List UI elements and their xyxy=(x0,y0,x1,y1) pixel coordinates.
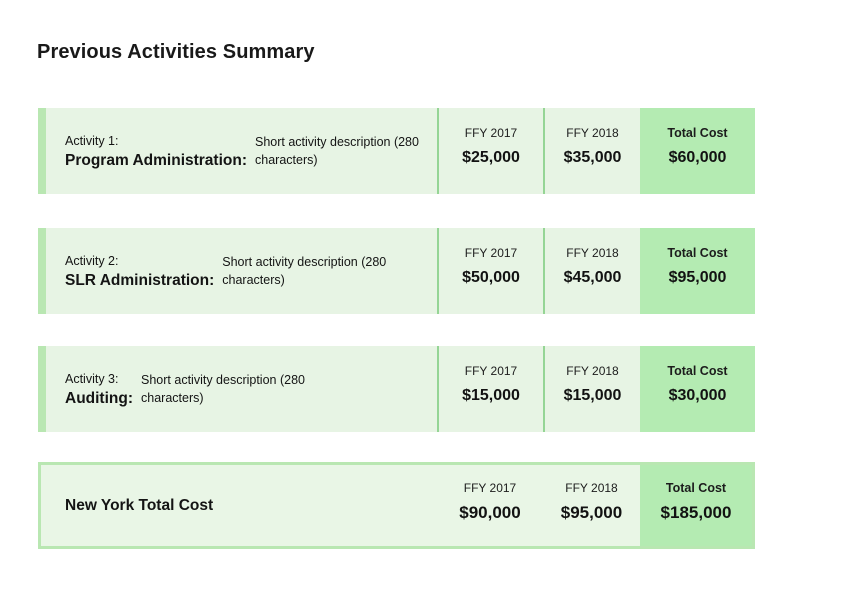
activity-description: Short activity description (280 characte… xyxy=(141,373,305,405)
state-total-summary-card: New York Total Cost FFY 2017 $90,000 FFY… xyxy=(38,462,755,549)
summary-label-cell: New York Total Cost xyxy=(41,465,437,546)
activity-info-cell: Activity 1: Program Administration: Shor… xyxy=(46,108,437,194)
ffy-2017-cell: FFY 2017 $50,000 xyxy=(437,228,543,314)
card-accent-bar xyxy=(38,346,46,432)
state-total-label: New York Total Cost xyxy=(65,496,214,514)
total-cost-value: $95,000 xyxy=(668,269,727,286)
ffy-2017-value: $15,000 xyxy=(462,387,520,404)
total-cost-value: $30,000 xyxy=(668,387,727,404)
total-cost-header: Total Cost xyxy=(667,364,728,378)
ffy-2018-cell: FFY 2018 $15,000 xyxy=(543,346,640,432)
activity-cards-list: Activity 1: Program Administration: Shor… xyxy=(38,108,755,549)
ffy-2018-header: FFY 2018 xyxy=(565,480,618,495)
total-cost-cell: Total Cost $60,000 xyxy=(640,108,755,194)
page-title: Previous Activities Summary xyxy=(37,41,315,64)
ffy-2018-total-value: $95,000 xyxy=(560,502,623,522)
ffy-2017-total-value: $90,000 xyxy=(459,502,521,522)
total-cost-cell: Total Cost $95,000 xyxy=(640,228,755,314)
ffy-2018-value: $45,000 xyxy=(563,269,622,286)
total-cost-header: Total Cost xyxy=(665,480,727,495)
ffy-2017-cell: FFY 2017 $90,000 xyxy=(437,465,543,546)
total-cost-cell: Total Cost $30,000 xyxy=(640,346,755,432)
total-cost-header: Total Cost xyxy=(667,246,728,260)
ffy-2018-cell: FFY 2018 $35,000 xyxy=(543,108,640,194)
total-cost-value: $60,000 xyxy=(668,149,727,166)
activity-labels: Activity 1: Program Administration: xyxy=(65,132,247,171)
ffy-2018-header: FFY 2018 xyxy=(566,246,619,260)
ffy-2018-cell: FFY 2018 $45,000 xyxy=(543,228,640,314)
activity-name: Auditing: xyxy=(65,389,134,407)
ffy-2017-value: $50,000 xyxy=(462,269,520,286)
activity-number-label: Activity 1: xyxy=(65,133,119,148)
card-accent-bar xyxy=(38,108,46,194)
grand-total-cell: Total Cost $185,000 xyxy=(640,465,752,546)
ffy-2017-value: $25,000 xyxy=(462,149,520,166)
activity-card-1: Activity 1: Program Administration: Shor… xyxy=(38,108,755,194)
activity-number-label: Activity 2: xyxy=(65,253,119,268)
activity-description: Short activity description (280 characte… xyxy=(255,135,419,167)
activity-name: Program Administration: xyxy=(65,151,247,169)
activity-card-3: Activity 3: Auditing: Short activity des… xyxy=(38,346,755,432)
ffy-2017-header: FFY 2017 xyxy=(464,364,518,378)
ffy-2017-cell: FFY 2017 $15,000 xyxy=(437,346,543,432)
activity-description: Short activity description (280 characte… xyxy=(222,255,387,287)
ffy-2017-header: FFY 2017 xyxy=(464,126,518,140)
ffy-2018-header: FFY 2018 xyxy=(566,364,619,378)
activity-labels: Activity 3: Auditing: xyxy=(65,370,133,409)
activity-info-cell: Activity 2: SLR Administration: Short ac… xyxy=(46,228,437,314)
ffy-2018-value: $15,000 xyxy=(563,387,622,404)
activity-card-2: Activity 2: SLR Administration: Short ac… xyxy=(38,228,755,314)
ffy-2018-cell: FFY 2018 $95,000 xyxy=(543,465,640,546)
ffy-2017-cell: FFY 2017 $25,000 xyxy=(437,108,543,194)
ffy-2017-header: FFY 2017 xyxy=(464,246,518,260)
grand-total-value: $185,000 xyxy=(660,502,732,522)
ffy-2017-header: FFY 2017 xyxy=(463,480,517,495)
activity-number-label: Activity 3: xyxy=(65,371,119,386)
ffy-2018-header: FFY 2018 xyxy=(566,126,619,140)
card-accent-bar xyxy=(38,228,46,314)
activity-info-cell: Activity 3: Auditing: Short activity des… xyxy=(46,346,437,432)
activity-labels: Activity 2: SLR Administration: xyxy=(65,252,214,291)
ffy-2018-value: $35,000 xyxy=(563,149,622,166)
total-cost-header: Total Cost xyxy=(667,126,728,140)
activity-name: SLR Administration: xyxy=(65,271,215,289)
